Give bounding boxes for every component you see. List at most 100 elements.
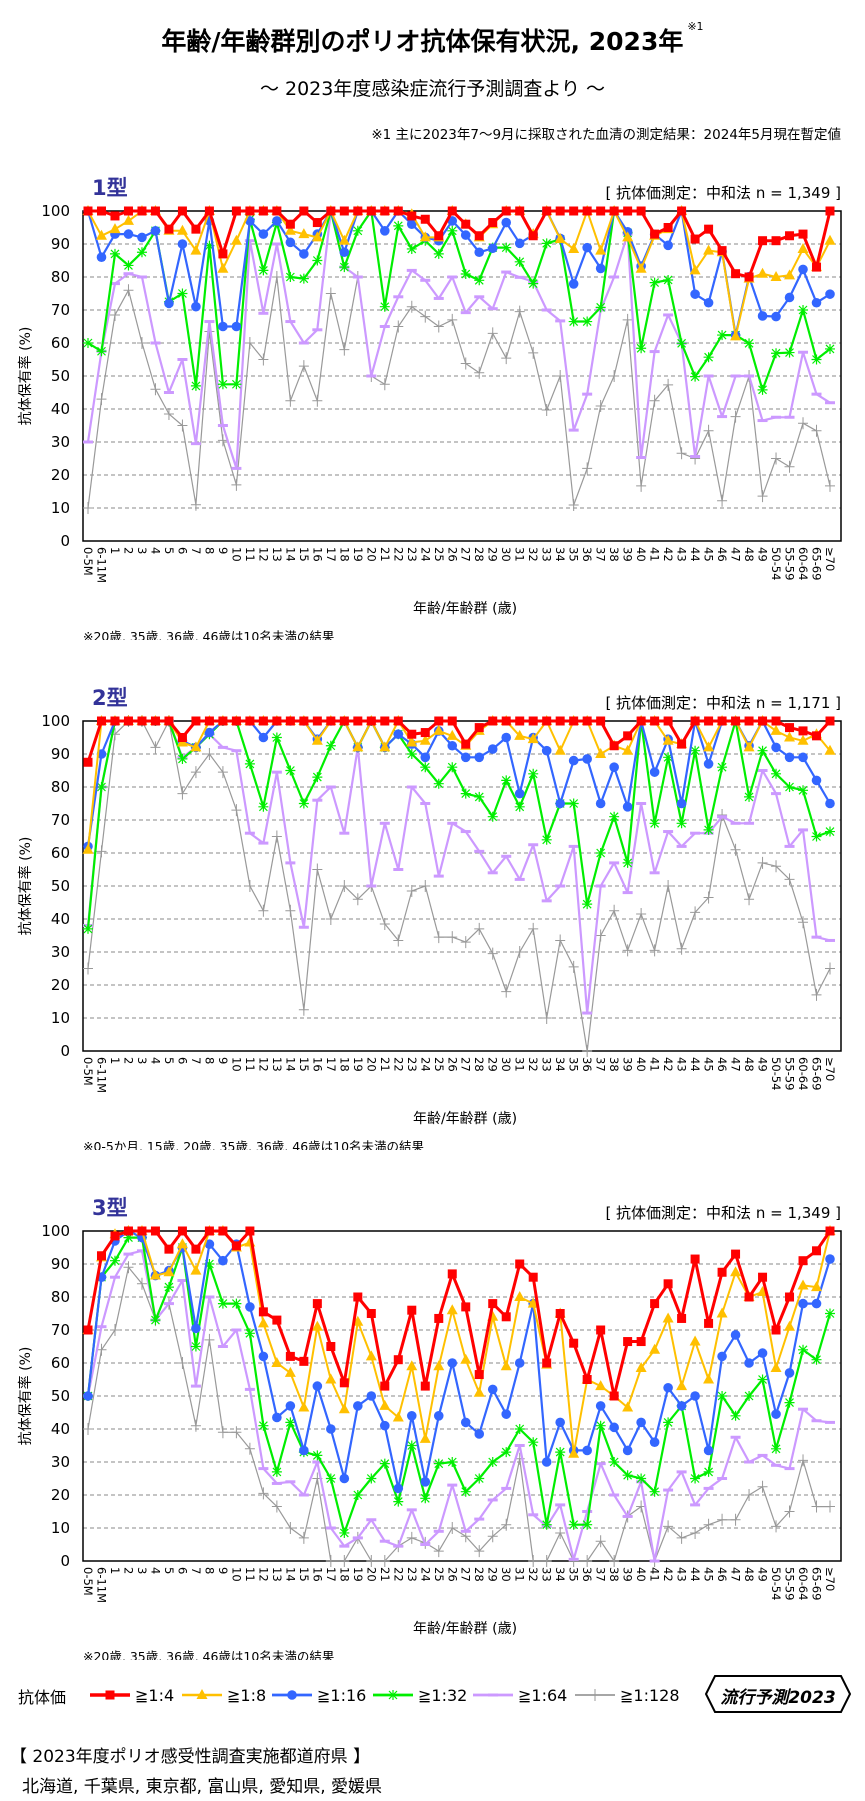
data-point: [703, 424, 714, 437]
data-point: [811, 775, 822, 786]
data-point: [137, 206, 147, 216]
x-tick-label: 60-64: [796, 1567, 810, 1600]
data-point: [258, 265, 269, 276]
data-point: [460, 1417, 471, 1428]
data-point: [258, 1351, 269, 1362]
data-point: [420, 728, 430, 738]
x-tick-label: 34: [553, 1057, 567, 1072]
x-tick-label: 4: [148, 1567, 162, 1574]
y-tick-label: 90: [51, 1255, 70, 1273]
data-point: [460, 936, 471, 949]
data-point: [541, 1012, 552, 1024]
x-tick-label: 9: [216, 547, 230, 554]
data-point: [609, 811, 620, 822]
data-point: [824, 234, 836, 245]
data-point: [528, 768, 539, 779]
data-point: [109, 1255, 120, 1266]
data-point: [541, 403, 552, 416]
x-tick-label: 9: [216, 1057, 230, 1064]
chart-note: ※20歳, 35歳, 36歳, 46歳は10名未満の結果: [83, 629, 335, 640]
data-point: [798, 726, 808, 736]
data-point: [812, 731, 822, 741]
data-point: [258, 1420, 269, 1431]
x-tick-label: 60-64: [796, 1057, 810, 1090]
y-tick-label: 20: [51, 466, 70, 484]
x-tick-label: 39: [621, 1567, 635, 1582]
data-point: [272, 716, 282, 726]
data-point: [622, 744, 634, 755]
x-tick-label: 29: [486, 1057, 500, 1072]
data-point: [663, 716, 673, 726]
data-point: [298, 273, 309, 284]
y-tick-label: 10: [51, 1009, 70, 1027]
x-tick-label: 46: [715, 1057, 729, 1072]
x-tick-label: 2: [121, 547, 135, 554]
data-point: [690, 906, 701, 919]
data-point: [312, 863, 323, 876]
x-tick-label: 13: [270, 1057, 284, 1072]
data-point: [419, 231, 431, 242]
data-point: [784, 873, 795, 886]
data-point: [352, 741, 364, 752]
data-point: [204, 1239, 215, 1249]
x-tick-label: 12: [256, 547, 270, 562]
legend-item: ≧1:128: [575, 1686, 680, 1705]
data-point: [393, 1483, 404, 1494]
data-point: [784, 1397, 795, 1408]
x-tick-label: 16: [310, 1567, 324, 1582]
data-point: [690, 1473, 701, 1484]
title-note-mark: ※1: [687, 20, 704, 33]
data-point: [244, 758, 255, 769]
data-point: [515, 1259, 525, 1269]
data-point: [420, 880, 431, 892]
data-point: [785, 1292, 795, 1302]
data-point: [433, 724, 445, 735]
data-point: [730, 1513, 741, 1526]
data-point: [730, 330, 742, 341]
x-tick-label: 44: [688, 1057, 702, 1072]
x-tick-label: 18: [337, 1057, 351, 1072]
data-point: [271, 830, 282, 843]
x-tick-label: 42: [661, 1567, 675, 1582]
data-point: [663, 274, 674, 285]
legend-label: ≧1:128: [620, 1686, 680, 1705]
data-point: [271, 732, 282, 743]
y-tick-label: 50: [51, 877, 70, 895]
data-point: [379, 1555, 390, 1567]
chart-title: 3型: [92, 1196, 128, 1220]
data-point: [704, 224, 714, 234]
data-point: [635, 1361, 647, 1372]
data-point: [622, 857, 633, 868]
data-point: [528, 346, 539, 359]
data-point: [555, 206, 565, 216]
data-point: [717, 716, 727, 726]
x-tick-label: 48: [742, 1057, 756, 1072]
data-point: [379, 301, 390, 312]
x-tick-label: 26: [445, 547, 459, 562]
x-tick-label: 35: [567, 1567, 581, 1582]
data-point: [623, 206, 633, 216]
data-point: [622, 802, 633, 812]
x-tick-label: 30: [499, 1567, 513, 1582]
data-point: [109, 248, 120, 259]
data-point: [784, 1368, 795, 1378]
plot-frame: [82, 720, 842, 1052]
data-point: [677, 1313, 687, 1323]
data-point: [743, 741, 755, 752]
data-point: [514, 1291, 526, 1301]
data-point: [149, 1269, 161, 1280]
data-point: [258, 206, 268, 216]
data-point: [690, 289, 700, 299]
data-point: [771, 742, 781, 753]
x-tick-label: 10: [229, 1567, 243, 1582]
data-point: [190, 498, 201, 511]
x-tick-label: 33: [540, 1567, 554, 1582]
data-point: [311, 1320, 323, 1331]
data-point: [218, 321, 228, 332]
data-point: [312, 1450, 323, 1461]
data-point: [474, 1473, 485, 1484]
data-point: [353, 1292, 363, 1302]
x-tick-label: 6-11M: [94, 1057, 108, 1093]
data-point: [798, 417, 809, 430]
data-point: [433, 778, 444, 789]
